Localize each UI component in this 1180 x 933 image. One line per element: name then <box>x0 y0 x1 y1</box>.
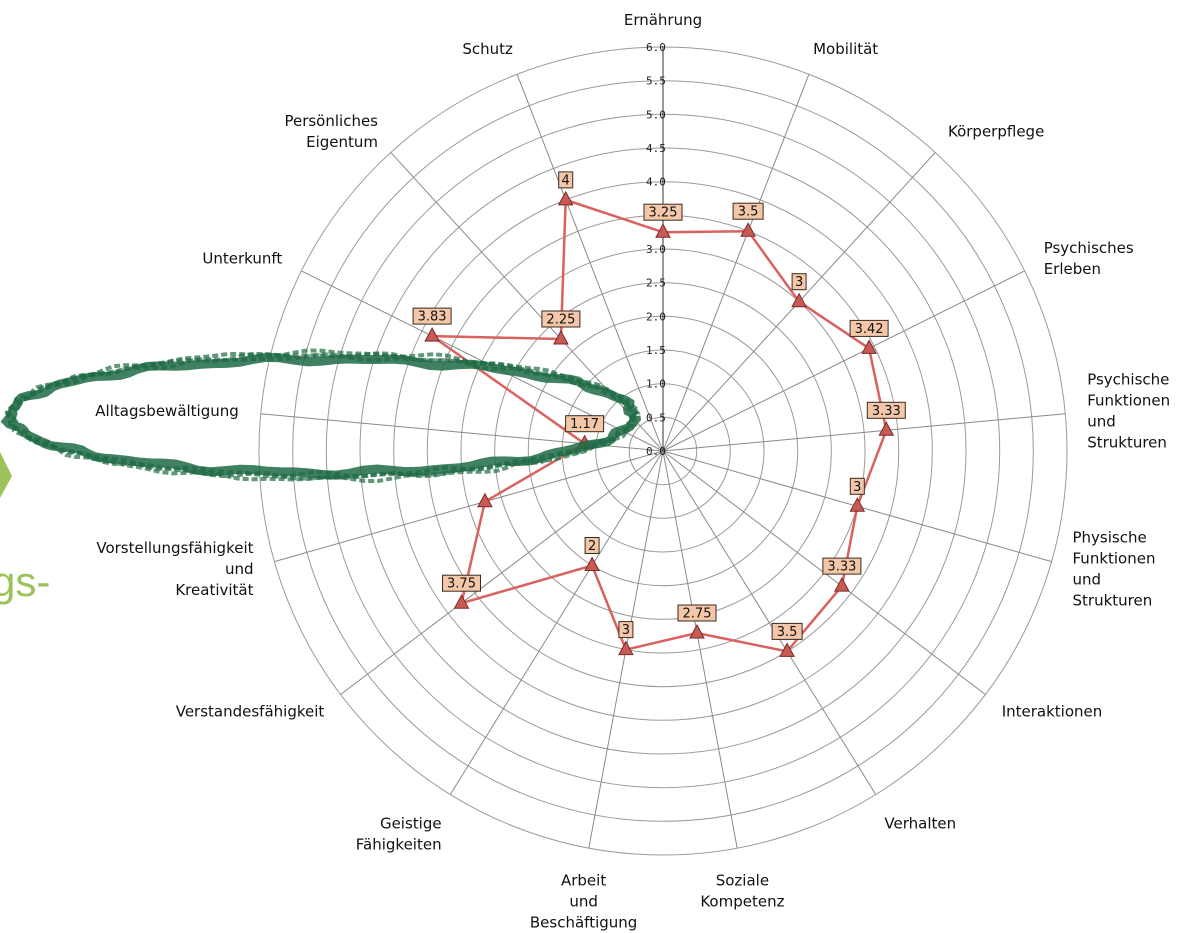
data-marker <box>861 339 877 354</box>
series-line <box>428 198 888 653</box>
r-tick-label: 0.5 <box>646 411 666 424</box>
data-label: 3 <box>795 275 803 290</box>
category-label: Alltagsbewältigung <box>95 402 239 420</box>
data-label-box <box>618 621 634 639</box>
data-label-box <box>791 273 807 291</box>
data-label-box <box>643 203 683 221</box>
data-marker <box>477 492 493 508</box>
r-tick-label: 2.0 <box>646 310 666 323</box>
data-label: 3.75 <box>447 577 476 592</box>
data-marker <box>849 497 866 512</box>
spoke-line <box>662 413 1066 452</box>
data-label: 3.5 <box>738 205 759 220</box>
highlight-stroke <box>5 348 641 483</box>
data-label-box <box>677 604 717 622</box>
spoke-line <box>340 450 664 695</box>
data-labels: 3.25 3.5 3 3.42 3.33 3 3.33 3.5 2.75 3 2 3.75 1.17 3.… <box>412 171 906 640</box>
r-tick-label: 5.5 <box>646 75 666 88</box>
spoke-line <box>662 450 877 795</box>
data-marker <box>453 594 470 609</box>
data-marker <box>584 556 600 571</box>
r-tick-label: 5.0 <box>646 108 666 121</box>
data-label: 3.33 <box>827 560 856 575</box>
data-marker <box>878 421 895 436</box>
highlight-stroke <box>0 352 642 480</box>
category-label: Schutz <box>462 40 513 58</box>
category-label: Verstandesfähigkeit <box>176 702 325 720</box>
data-label-box <box>771 622 803 640</box>
data-label-box <box>412 307 452 325</box>
data-label-box <box>732 202 764 220</box>
category-label: Psychische Funktionen und Strukturen <box>1087 371 1170 452</box>
category-label: Körperpflege <box>948 123 1044 141</box>
data-label: 3 <box>853 480 861 495</box>
r-tick-label: 1.0 <box>646 378 666 391</box>
data-marker <box>689 623 705 639</box>
data-label-box <box>541 310 581 328</box>
data-marker <box>740 222 756 237</box>
category-label: Soziale Kompetenz <box>700 872 784 911</box>
spoke-line <box>662 270 1025 452</box>
category-label: Persönliches Eigentum <box>284 112 378 151</box>
highlight-ellipse <box>0 348 642 483</box>
data-label: 2.25 <box>546 313 575 328</box>
data-label: 3.83 <box>418 310 447 325</box>
data-marker <box>655 223 671 238</box>
data-label-box <box>558 171 574 189</box>
data-marker <box>834 577 850 592</box>
data-label: 3 <box>622 623 630 638</box>
category-label: Arbeit und Beschäftigung <box>530 872 637 932</box>
data-label-box <box>442 574 481 592</box>
data-marker <box>557 190 574 206</box>
category-label: Vorstellungsfähigkeit und Kreativität <box>96 539 253 599</box>
spoke-line <box>662 74 810 452</box>
spoke-line <box>516 74 664 452</box>
category-label: Interaktionen <box>1002 702 1103 720</box>
data-label: 3.33 <box>872 404 901 419</box>
data-series <box>428 198 888 653</box>
data-label-box <box>849 319 889 337</box>
r-tick-label: 6.0 <box>646 41 666 54</box>
r-tick-label: 4.0 <box>646 176 666 189</box>
data-label: 1.17 <box>570 417 599 432</box>
data-label: 2.75 <box>683 607 712 622</box>
r-tick-label: 3.0 <box>646 243 666 256</box>
data-marker <box>553 329 569 345</box>
partial-side-text: gs- <box>0 452 50 605</box>
r-tick-label: 1.5 <box>646 344 666 357</box>
data-label: 2 <box>588 539 596 554</box>
data-label-box <box>849 477 865 495</box>
data-label-box <box>866 401 906 419</box>
category-label: Physische Funktionen und Strukturen <box>1073 529 1156 610</box>
data-label-box <box>822 557 862 575</box>
data-label: 3.42 <box>855 322 884 337</box>
category-label: Ernährung <box>624 11 702 29</box>
spoke-line <box>662 450 738 849</box>
category-label: Geistige Fähigkeiten <box>356 814 442 853</box>
data-label: 3.25 <box>649 206 678 221</box>
category-label: Verhalten <box>884 814 956 832</box>
data-label-box <box>565 415 605 433</box>
spoke-line <box>274 450 664 563</box>
data-marker <box>779 642 795 657</box>
data-marker <box>424 327 440 342</box>
category-label: Unterkunft <box>202 249 282 267</box>
spoke-line <box>449 450 664 795</box>
arrow-fragment <box>0 452 12 498</box>
data-marker <box>791 292 807 308</box>
r-tick-label: 4.5 <box>646 142 666 155</box>
data-marker <box>618 640 634 656</box>
category-label: Mobilität <box>813 40 878 58</box>
data-label: 4 <box>562 173 570 188</box>
r-tick-label: 0.0 <box>646 445 666 458</box>
r-tick-label: 2.5 <box>646 277 666 290</box>
data-label: 3.5 <box>777 625 798 640</box>
category-label: Psychisches Erleben <box>1044 239 1134 278</box>
partial-text: gs- <box>0 558 50 605</box>
category-labels: Ernährung Mobilität Körperpflege Psychische… <box>95 11 1170 932</box>
data-label-box <box>584 537 600 554</box>
